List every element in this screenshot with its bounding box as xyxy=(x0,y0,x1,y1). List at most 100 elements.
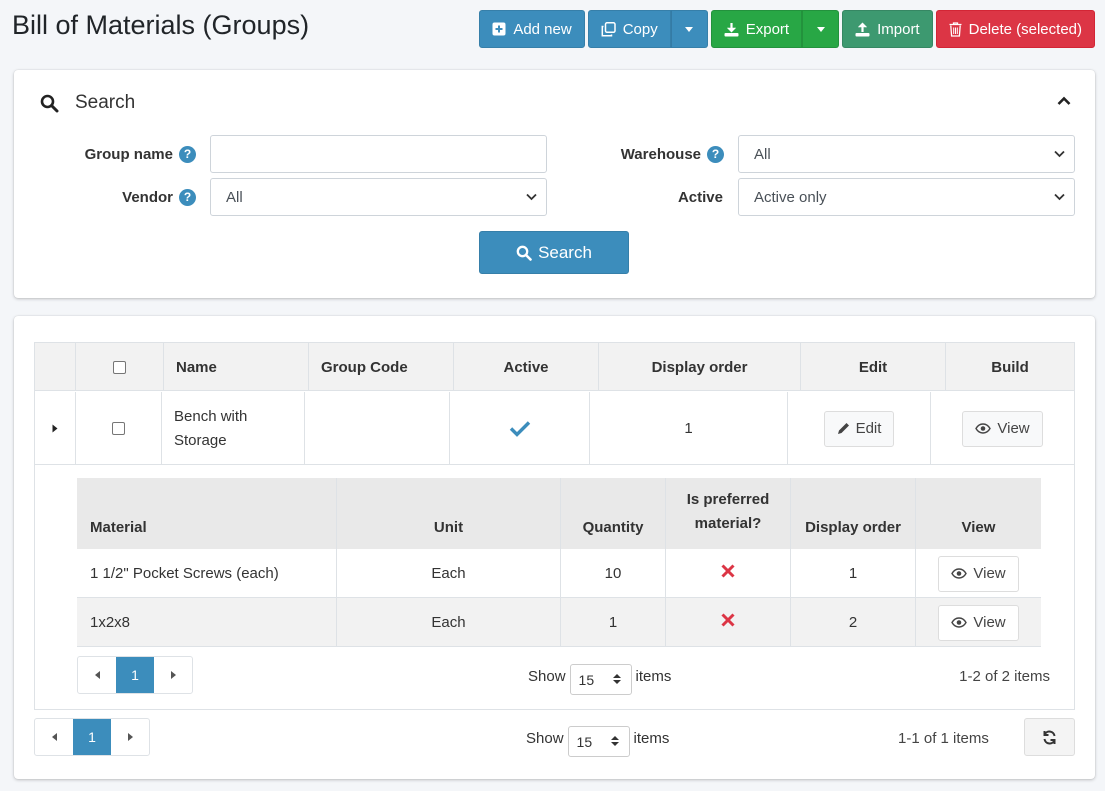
vendor-select-value: All xyxy=(226,188,243,206)
help-icon[interactable]: ? xyxy=(179,145,196,163)
table-row: 1 1/2" Pocket Screws (each) Each 10 1 Vi… xyxy=(77,549,1041,598)
row-edit-cell: Edit xyxy=(788,392,931,465)
trash-icon xyxy=(949,21,962,37)
view-button[interactable]: View xyxy=(938,604,1019,641)
chevron-down-icon xyxy=(1054,193,1065,201)
caret-right-icon xyxy=(170,671,176,679)
pager-next-button[interactable] xyxy=(154,657,192,693)
eye-icon xyxy=(951,617,968,628)
export-button[interactable]: Export xyxy=(710,10,803,48)
delete-selected-label: Delete (selected) xyxy=(968,20,1082,38)
column-header-material[interactable]: Material xyxy=(77,478,337,549)
help-icon[interactable]: ? xyxy=(179,188,196,206)
chevron-up-icon[interactable] xyxy=(1057,96,1071,106)
row-display-order: 1 xyxy=(590,392,788,465)
pencil-icon xyxy=(837,423,849,434)
edit-button[interactable]: Edit xyxy=(823,410,895,447)
warehouse-label: Warehouse xyxy=(620,145,701,163)
view-button[interactable]: View xyxy=(962,410,1043,447)
search-button[interactable]: Search xyxy=(479,231,629,274)
column-header-active[interactable]: Active xyxy=(454,343,599,391)
expand-row-toggle[interactable] xyxy=(35,392,76,465)
copy-dropdown-toggle[interactable] xyxy=(670,10,708,48)
pager-page-button[interactable]: 1 xyxy=(116,657,154,693)
pager-prev-button[interactable] xyxy=(35,719,73,755)
caret-left-icon xyxy=(94,671,100,679)
copy-icon xyxy=(601,21,616,36)
show-label: Show xyxy=(528,668,566,685)
active-label: Active xyxy=(677,188,723,206)
import-label: Import xyxy=(877,20,920,38)
spinner-arrows-icon xyxy=(612,674,621,684)
pager-next-button[interactable] xyxy=(111,719,149,755)
material-quantity: 10 xyxy=(561,549,666,598)
refresh-icon xyxy=(1043,730,1056,744)
cross-icon xyxy=(721,563,735,578)
active-label-wrap: Active xyxy=(574,178,723,216)
add-new-button[interactable]: Add new xyxy=(479,10,585,48)
material-quantity: 1 xyxy=(561,598,666,647)
copy-button[interactable]: Copy xyxy=(587,10,671,48)
material-display-order: 2 xyxy=(791,598,916,647)
row-checkbox[interactable] xyxy=(112,422,125,435)
warehouse-select[interactable]: All xyxy=(738,135,1075,173)
column-header-group-code[interactable]: Group Code xyxy=(309,343,454,391)
page-size-value: 15 xyxy=(576,733,593,750)
caret-down-icon xyxy=(816,26,825,32)
vendor-select[interactable]: All xyxy=(210,178,547,216)
view-button-label: View xyxy=(973,565,1006,582)
column-header-display-order[interactable]: Display order xyxy=(599,343,801,391)
delete-selected-button[interactable]: Delete (selected) xyxy=(935,10,1095,48)
column-header-unit[interactable]: Unit xyxy=(337,478,561,549)
table-row: Bench with Storage 1 Edit View xyxy=(35,392,1074,465)
import-button[interactable]: Import xyxy=(842,10,933,48)
items-label: items xyxy=(635,668,672,685)
refresh-button[interactable] xyxy=(1024,718,1075,756)
caret-right-icon xyxy=(52,424,58,433)
subgrid-items-info: 1-2 of 2 items xyxy=(959,668,1050,685)
pager-page-button[interactable]: 1 xyxy=(73,719,111,755)
eye-icon xyxy=(951,568,968,579)
help-icon[interactable]: ? xyxy=(707,145,724,163)
active-select[interactable]: Active only xyxy=(738,178,1075,216)
select-all-cell xyxy=(76,343,164,391)
column-header-view: View xyxy=(961,519,996,536)
column-header-preferred[interactable]: Is preferred material? xyxy=(666,478,791,549)
pager-prev-button[interactable] xyxy=(78,657,116,693)
material-unit: Each xyxy=(337,549,561,598)
view-button-label: View xyxy=(973,614,1006,631)
export-dropdown-toggle[interactable] xyxy=(802,10,840,48)
copy-label: Copy xyxy=(622,20,658,38)
row-select-cell xyxy=(76,392,162,465)
material-view-cell: View xyxy=(916,549,1041,598)
page-size-input[interactable]: 15 xyxy=(567,726,630,757)
page-title: Bill of Materials (Groups) xyxy=(12,10,310,40)
view-button[interactable]: View xyxy=(938,555,1019,592)
grid-header: Name Group Code Active Display order Edi… xyxy=(35,343,1074,391)
vendor-label: Vendor xyxy=(122,188,173,206)
caret-right-icon xyxy=(127,733,133,741)
row-group-code xyxy=(305,392,450,465)
column-header-name[interactable]: Name xyxy=(164,343,309,391)
material-display-order: 1 xyxy=(791,549,916,598)
toolbar: Add new Copy Export Import Delete (selec… xyxy=(479,10,1095,48)
select-all-checkbox[interactable] xyxy=(113,360,126,374)
table-row: 1x2x8 Each 1 2 View xyxy=(77,598,1041,647)
eye-icon xyxy=(975,423,992,434)
row-build-cell: View xyxy=(931,392,1074,465)
warehouse-label-wrap: Warehouse ? xyxy=(574,135,724,173)
plus-square-icon xyxy=(492,22,506,36)
search-panel-title: Search xyxy=(75,92,136,113)
page-size-input[interactable]: 15 xyxy=(569,664,632,695)
group-name-input[interactable] xyxy=(210,135,547,173)
search-panel-header[interactable]: Search xyxy=(40,92,135,114)
column-header-quantity[interactable]: Quantity xyxy=(561,478,666,549)
group-name-label: Group name xyxy=(84,145,173,163)
material-unit: Each xyxy=(337,598,561,647)
column-header-detail-display-order[interactable]: Display order xyxy=(791,478,916,549)
material-view-cell: View xyxy=(916,598,1041,647)
export-label: Export xyxy=(745,20,790,38)
search-icon xyxy=(516,245,532,261)
edit-button-label: Edit xyxy=(855,420,882,437)
page-size-value: 15 xyxy=(578,671,595,688)
